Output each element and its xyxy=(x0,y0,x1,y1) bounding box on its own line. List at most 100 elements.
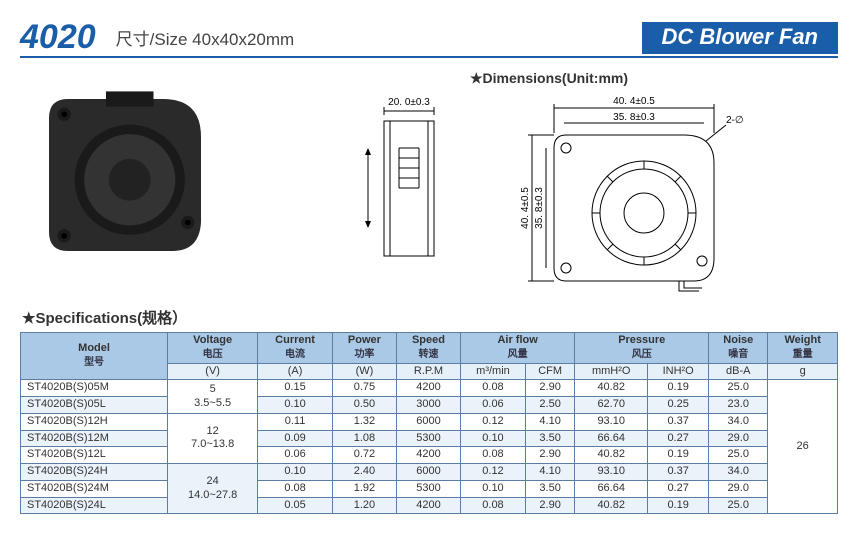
cell: 2.50 xyxy=(525,397,574,414)
cell: 0.08 xyxy=(460,497,525,514)
page-header: 4020 尺寸/Size 40x40x20mm DC Blower Fan xyxy=(20,20,838,58)
blower-photo-icon xyxy=(30,80,220,270)
cell: 1.08 xyxy=(332,430,396,447)
cell: 0.19 xyxy=(648,447,709,464)
cell: 0.08 xyxy=(460,380,525,397)
dim-outer-h: 40. 4±0.5 xyxy=(520,187,531,229)
cell: 0.10 xyxy=(460,430,525,447)
cell: 29.0 xyxy=(709,480,768,497)
dim-inner-w: 35. 8±0.3 xyxy=(613,112,655,123)
spec-body: ST4020B(S)05M53.5~5.50.150.7542000.082.9… xyxy=(21,380,838,514)
cell: 0.27 xyxy=(648,480,709,497)
cell: 66.64 xyxy=(575,430,648,447)
cell: 0.05 xyxy=(258,497,333,514)
size-label: 尺寸/Size 40x40x20mm xyxy=(116,25,622,54)
cell: 40.82 xyxy=(575,497,648,514)
th-pressure: Pressure 风压 xyxy=(575,333,709,364)
cell: ST4020B(S)05M xyxy=(21,380,168,397)
cell: 25.0 xyxy=(709,380,768,397)
cell: 2.90 xyxy=(525,447,574,464)
cell: 0.37 xyxy=(648,464,709,481)
th-model: Model 型号 xyxy=(21,333,168,380)
cell: 1.92 xyxy=(332,480,396,497)
cell: ST4020B(S)24M xyxy=(21,480,168,497)
cell: 34.0 xyxy=(709,464,768,481)
figure-row: ★Dimensions(Unit:mm) 20. 0±0.3 xyxy=(20,70,838,293)
cell: 6000 xyxy=(396,464,460,481)
th-voltage: Voltage 电压 xyxy=(168,333,258,364)
cell: ST4020B(S)12M xyxy=(21,430,168,447)
cell: 0.25 xyxy=(648,397,709,414)
cell: 0.72 xyxy=(332,447,396,464)
cell: 0.37 xyxy=(648,413,709,430)
th-unit-p1: mmH²O xyxy=(575,363,648,380)
cell: 2.90 xyxy=(525,497,574,514)
cell: 0.06 xyxy=(460,397,525,414)
cell: 0.08 xyxy=(460,447,525,464)
cell: 40.82 xyxy=(575,380,648,397)
cell: 6000 xyxy=(396,413,460,430)
cell: 0.10 xyxy=(258,464,333,481)
product-title: DC Blower Fan xyxy=(642,22,838,54)
voltage-cell: 2414.0~27.8 xyxy=(168,464,258,514)
th-airflow: Air flow 风量 xyxy=(460,333,574,364)
front-view-drawing: 40. 4±0.5 35. 8±0.3 2-∅4.5 xyxy=(484,93,744,293)
cell: 0.11 xyxy=(258,413,333,430)
cell: 4200 xyxy=(396,497,460,514)
dim-hole: 2-∅4.5 xyxy=(726,115,744,126)
th-unit-w: (W) xyxy=(332,363,396,380)
th-unit-a: (A) xyxy=(258,363,333,380)
th-unit-af2: CFM xyxy=(525,363,574,380)
voltage-cell: 53.5~5.5 xyxy=(168,380,258,414)
cell: 25.0 xyxy=(709,447,768,464)
voltage-cell: 127.0~13.8 xyxy=(168,413,258,463)
model-number: 4020 xyxy=(20,20,96,54)
table-row: ST4020B(S)12M0.091.0853000.103.5066.640.… xyxy=(21,430,838,447)
table-row: ST4020B(S)05L 0.100.5030000.062.5062.700.… xyxy=(21,397,838,414)
cell: 0.27 xyxy=(648,430,709,447)
cell: 4.10 xyxy=(525,413,574,430)
cell: ST4020B(S)12L xyxy=(21,447,168,464)
table-row: ST4020B(S)24H2414.0~27.80.102.4060000.12… xyxy=(21,464,838,481)
cell: 0.19 xyxy=(648,380,709,397)
cell: ST4020B(S)12H xyxy=(21,413,168,430)
cell: 5300 xyxy=(396,430,460,447)
product-photo xyxy=(20,70,230,280)
th-weight: Weight 重量 xyxy=(768,333,838,364)
dimension-drawings: ★Dimensions(Unit:mm) 20. 0±0.3 xyxy=(260,70,838,293)
cell: 4.10 xyxy=(525,464,574,481)
cell: ST4020B(S)05L xyxy=(21,397,168,414)
cell: 0.06 xyxy=(258,447,333,464)
cell: 5300 xyxy=(396,480,460,497)
cell: 62.70 xyxy=(575,397,648,414)
cell: 93.10 xyxy=(575,464,648,481)
dim-width-label: 20. 0±0.3 xyxy=(388,97,430,108)
th-power: Power 功率 xyxy=(332,333,396,364)
th-speed: Speed 转速 xyxy=(396,333,460,364)
cell: ST4020B(S)24H xyxy=(21,464,168,481)
spec-table: Model 型号 Voltage 电压 Current 电流 Power 功率 … xyxy=(20,332,838,514)
cell: 0.10 xyxy=(258,397,333,414)
th-noise: Noise 噪音 xyxy=(709,333,768,364)
spec-header: ★Specifications(规格） xyxy=(22,307,838,328)
cell: 23.0 xyxy=(709,397,768,414)
table-row: ST4020B(S)12H127.0~13.80.111.3260000.124… xyxy=(21,413,838,430)
cell: 2.90 xyxy=(525,380,574,397)
cell: 3000 xyxy=(396,397,460,414)
th-unit-v: (V) xyxy=(168,363,258,380)
th-unit-db: dB-A xyxy=(709,363,768,380)
th-unit-g: g xyxy=(768,363,838,380)
cell: 0.09 xyxy=(258,430,333,447)
cell: 29.0 xyxy=(709,430,768,447)
dimensions-title: ★Dimensions(Unit:mm) xyxy=(260,70,838,87)
cell: 0.50 xyxy=(332,397,396,414)
cell: 0.19 xyxy=(648,497,709,514)
cell: ST4020B(S)24L xyxy=(21,497,168,514)
th-current: Current 电流 xyxy=(258,333,333,364)
cell: 66.64 xyxy=(575,480,648,497)
th-unit-af1: m³/min xyxy=(460,363,525,380)
cell: 0.12 xyxy=(460,464,525,481)
cell: 4200 xyxy=(396,447,460,464)
weight-cell: 26 xyxy=(768,380,838,514)
cell: 1.20 xyxy=(332,497,396,514)
